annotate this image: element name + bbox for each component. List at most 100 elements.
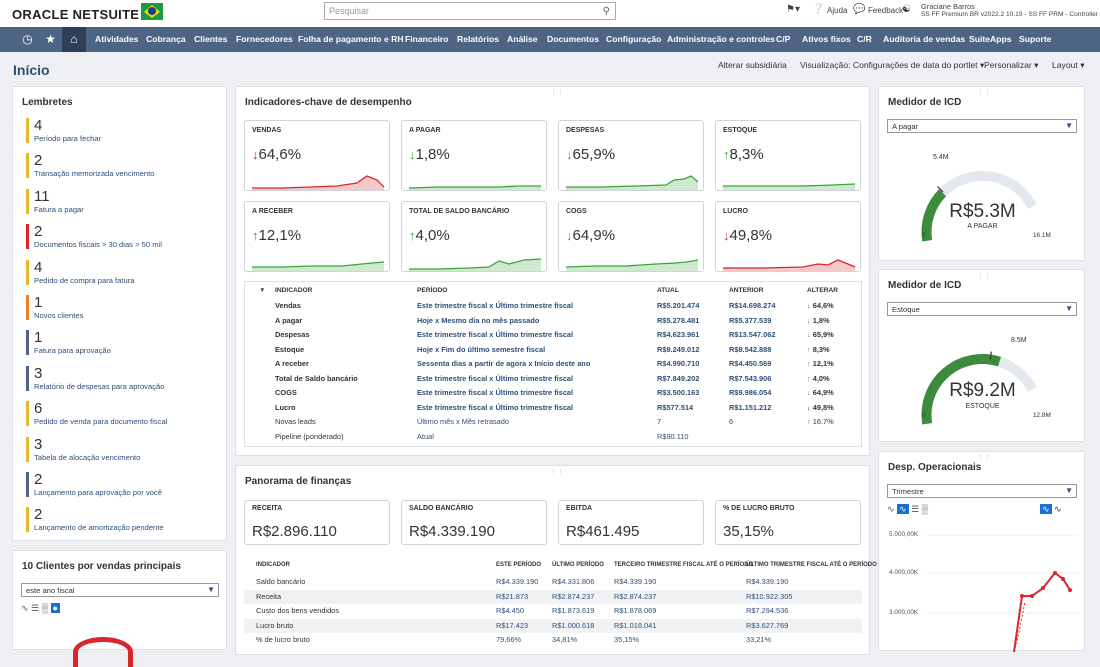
- reminder-count[interactable]: 2: [34, 223, 43, 241]
- reminder-item[interactable]: 2 Lançamento de amortização pendente: [26, 507, 206, 533]
- kpi-col-header[interactable]: ANTERIOR: [729, 287, 764, 294]
- kpi-period[interactable]: Este trimestre fiscal x Último trimestre…: [417, 330, 574, 339]
- period-select[interactable]: este ano fiscal ▼: [21, 583, 219, 597]
- finance-card[interactable]: RECEITA R$2.896.110: [244, 500, 390, 545]
- nav-item-15[interactable]: SuiteApps: [969, 34, 1012, 44]
- gauge2-select[interactable]: Estoque ▼: [887, 302, 1077, 316]
- nav-item-3[interactable]: Fornecedores: [236, 34, 293, 44]
- user-role[interactable]: SS FF Premium BR v2022.2 10.19 - SS FF P…: [921, 11, 1098, 18]
- help-link[interactable]: Ajuda: [827, 6, 848, 15]
- finance-cell[interactable]: R$4.331.806: [552, 577, 595, 586]
- kpi-previous[interactable]: R$5.377.539: [729, 315, 772, 325]
- nav-item-5[interactable]: Financeiro: [405, 34, 449, 44]
- kpi-card[interactable]: COGS ↓64,9%: [558, 201, 704, 272]
- kpi-card[interactable]: A RECEBER ↑12,1%: [244, 201, 390, 272]
- finance-table-row[interactable]: Saldo bancário R$4.339.190 R$4.331.806 R$4.…: [244, 575, 862, 589]
- finance-cell[interactable]: R$17.423: [496, 620, 529, 630]
- kpi-period[interactable]: Hoje x Mesmo dia no mês passado: [417, 315, 540, 325]
- opex-chart-type-icons[interactable]: ∿ ∿ ☰ ▒: [887, 504, 929, 514]
- kpi-card[interactable]: VENDAS ↓64,6%: [244, 120, 390, 191]
- finance-card[interactable]: % DE LUCRO BRUTO 35,15%: [715, 500, 861, 545]
- kpi-period[interactable]: Último mês x Mês retrasado: [417, 417, 509, 426]
- finance-cell[interactable]: 79,66%: [496, 635, 522, 644]
- kpi-current[interactable]: R$4.623.961: [657, 330, 700, 339]
- kpi-period[interactable]: Hoje x Fim do último semestre fiscal: [417, 344, 546, 354]
- search-icon[interactable]: ⚲: [602, 6, 610, 17]
- kpi-current[interactable]: R$577.514: [657, 402, 694, 412]
- nav-item-11[interactable]: C/P: [776, 34, 791, 44]
- reminder-count[interactable]: 2: [34, 152, 43, 170]
- reminder-label[interactable]: Fatura a pagar: [34, 204, 84, 214]
- kpi-previous[interactable]: R$8.542.888: [729, 344, 772, 354]
- kpi-table-row[interactable]: Total de Saldo bancário Este trimestre fi…: [245, 372, 863, 386]
- kpi-period[interactable]: Atual: [417, 431, 434, 441]
- nav-item-7[interactable]: Análise: [507, 34, 538, 44]
- kpi-period[interactable]: Este trimestre fiscal x Último trimestre…: [417, 402, 574, 412]
- kpi-card[interactable]: ESTOQUE ↑8,3%: [715, 120, 861, 191]
- recent-icon[interactable]: ◷: [22, 32, 33, 46]
- kpi-current[interactable]: R$5.278.481: [657, 315, 700, 325]
- kpi-current[interactable]: 7: [657, 417, 662, 426]
- finance-cell[interactable]: R$10.922.305: [746, 591, 793, 601]
- nav-item-6[interactable]: Relatórios: [457, 34, 500, 44]
- kpi-table-row[interactable]: Novas leads Último mês x Mês retrasado 7 6 ↑…: [245, 415, 863, 429]
- kpi-previous[interactable]: R$9.986.054: [729, 388, 772, 397]
- finance-cell[interactable]: R$3.627.769: [746, 620, 789, 630]
- finance-table-row[interactable]: Lucro bruto R$17.423 R$1.000.618 R$1.018.04…: [244, 618, 862, 633]
- nav-item-12[interactable]: Ativos fixos: [802, 34, 851, 44]
- nav-item-13[interactable]: C/R: [857, 34, 872, 44]
- kpi-col-header[interactable]: PERÍODO: [417, 287, 448, 294]
- kpi-current[interactable]: R$5.201.474: [657, 301, 700, 310]
- kpi-previous[interactable]: R$14.698.274: [729, 301, 776, 310]
- reminder-item[interactable]: 4 Pedido de compra para fatura: [26, 259, 206, 285]
- favorites-icon[interactable]: ★: [45, 32, 56, 46]
- finance-cell[interactable]: R$4.339.190: [614, 577, 657, 586]
- reminder-count[interactable]: 6: [34, 400, 43, 418]
- nav-item-10[interactable]: Administração e controles: [667, 34, 775, 44]
- reminder-item[interactable]: 2 Documentos fiscais > 30 dias > 50 mil: [26, 223, 206, 250]
- nav-item-9[interactable]: Configuração: [606, 34, 662, 44]
- kpi-previous[interactable]: R$4.450.569: [729, 359, 772, 368]
- finance-col-header[interactable]: INDICADOR: [256, 562, 290, 568]
- kpi-previous[interactable]: R$1.151.212: [729, 402, 772, 412]
- kpi-previous[interactable]: R$13.547.062: [729, 330, 776, 339]
- finance-table-row[interactable]: % de lucro bruto 79,66% 34,81% 35,15% 33,21%: [244, 633, 862, 647]
- finance-cell[interactable]: 35,15%: [614, 635, 640, 644]
- finance-cell[interactable]: R$21.873: [496, 591, 529, 601]
- nav-item-2[interactable]: Clientes: [194, 34, 228, 44]
- chart-type-icons[interactable]: ∿ ☰ ▒ ●: [21, 603, 60, 613]
- kpi-table-row[interactable]: Lucro Este trimestre fiscal x Último trim…: [245, 401, 863, 415]
- finance-cell[interactable]: R$2.874.237: [614, 591, 657, 601]
- finance-col-header[interactable]: ESTE PERÍODO: [496, 562, 542, 568]
- kpi-period[interactable]: Este trimestre fiscal x Último trimestre…: [417, 373, 574, 383]
- nav-item-1[interactable]: Cobrança: [146, 34, 186, 44]
- kpi-current[interactable]: R$90.110: [657, 431, 689, 441]
- kpi-current[interactable]: R$9.249.012: [657, 344, 700, 354]
- kpi-col-header[interactable]: INDICADOR: [275, 287, 313, 294]
- reminder-count[interactable]: 3: [34, 364, 43, 382]
- finance-cell[interactable]: R$1.018.041: [614, 620, 657, 630]
- reminder-item[interactable]: 4 Período para fechar: [26, 118, 206, 143]
- kpi-table-row[interactable]: Despesas Este trimestre fiscal x Último t…: [245, 328, 863, 342]
- kpi-current[interactable]: R$4.990.710: [657, 359, 700, 368]
- reminder-item[interactable]: 3 Relatório de despesas para aprovação: [26, 364, 206, 391]
- kpi-current[interactable]: R$7.849.202: [657, 373, 700, 383]
- help-icon[interactable]: ❔: [812, 4, 825, 15]
- feedback-link[interactable]: Feedback: [868, 6, 904, 15]
- kpi-previous[interactable]: R$7.543.906: [729, 373, 772, 383]
- finance-cell[interactable]: R$1.873.619: [552, 606, 595, 615]
- user-icon[interactable]: ☯: [902, 4, 911, 15]
- opex-line-toggle[interactable]: ∿ ∿: [1040, 504, 1062, 514]
- kpi-period[interactable]: Sessenta dias a partir de agora x Início…: [417, 359, 591, 368]
- netsuite-logo[interactable]: ORACLE NETSUITE: [12, 7, 140, 22]
- kpi-table-row[interactable]: Vendas Este trimestre fiscal x Último tri…: [245, 299, 863, 313]
- kpi-current[interactable]: R$3.500.163: [657, 388, 700, 397]
- change-subsidiary-link[interactable]: Alterar subsidiária: [718, 60, 787, 70]
- nav-item-8[interactable]: Documentos: [547, 34, 600, 44]
- reminder-label[interactable]: Período para fechar: [34, 134, 102, 143]
- personalize-link[interactable]: Personalizar ▾: [984, 60, 1039, 70]
- kpi-table-row[interactable]: Estoque Hoje x Fim do último semestre fis…: [245, 343, 863, 357]
- reminder-item[interactable]: 1 Novos clientes: [26, 295, 206, 320]
- search-input[interactable]: Pesquisar ⚲: [324, 2, 616, 20]
- nav-item-4[interactable]: Folha de pagamento e RH: [298, 34, 404, 44]
